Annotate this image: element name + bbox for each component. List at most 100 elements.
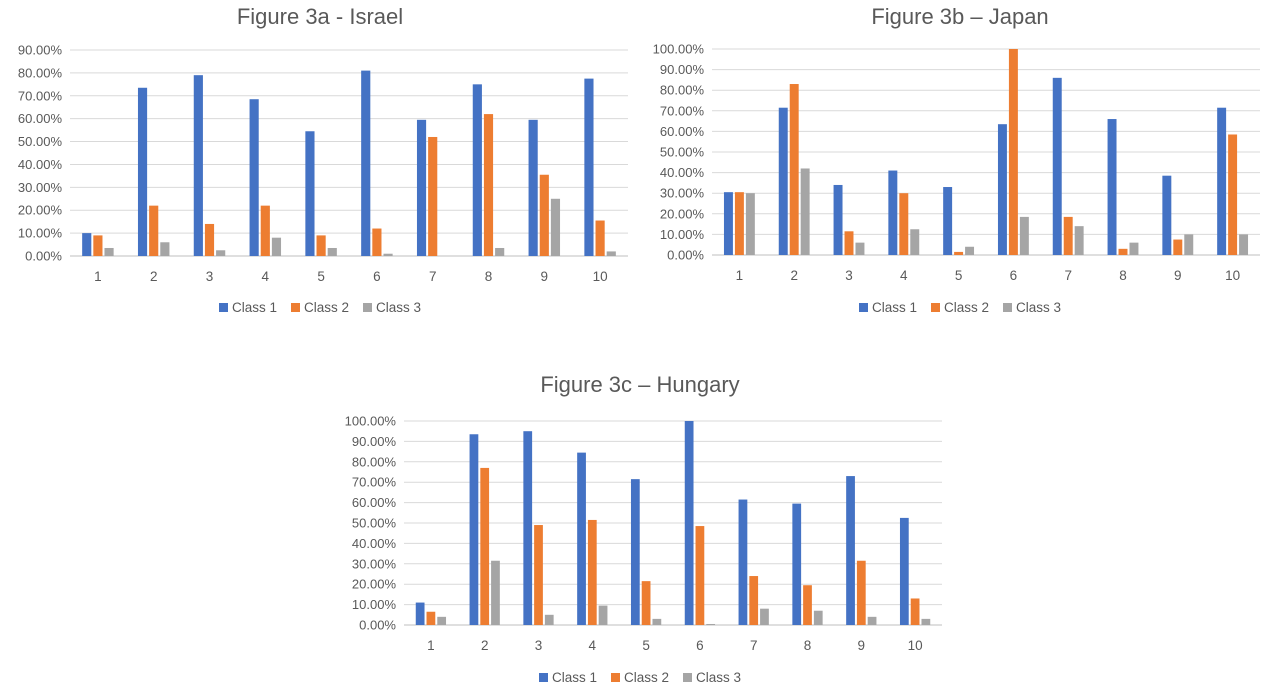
bar-class-3-cat-1 [104, 247, 114, 256]
bar-class-3-cat-10 [606, 251, 616, 256]
bar-class-3-cat-5 [652, 618, 662, 625]
chart-plot: 0.00% 10.00% 20.00% 30.00% 40.00% 50.00% 60.00… [345, 414, 942, 653]
bar-class-1-cat-6 [997, 124, 1007, 255]
y-tick-label: 50.00% [352, 516, 397, 531]
legend-item: Class 1 [538, 670, 597, 685]
chart-plot: 0.00% 10.00% 20.00% 30.00% 40.00% 50.00% 60.00… [653, 42, 1260, 283]
bar-class-1-cat-3 [193, 75, 203, 256]
bar-class-2-cat-5 [954, 251, 964, 255]
bar-class-3-cat-8 [1129, 242, 1139, 255]
legend-swatch [363, 303, 372, 312]
bar-class-3-cat-3 [544, 614, 554, 625]
bar-class-2-cat-4 [260, 205, 270, 256]
bar-class-3-cat-2 [491, 560, 500, 625]
x-tick-label: 9 [541, 269, 549, 284]
chart-title: Figure 3b – Japan [871, 4, 1049, 29]
y-tick-label: 10.00% [660, 227, 705, 242]
bar-class-1-cat-9 [846, 476, 855, 625]
x-tick-label: 5 [317, 269, 325, 284]
bar-class-2-cat-8 [483, 114, 494, 256]
bar-class-1-cat-9 [528, 119, 538, 256]
y-tick-label: 50.00% [660, 145, 705, 160]
bar-class-2-cat-8 [1118, 248, 1128, 255]
bar-class-1-cat-6 [684, 421, 694, 625]
y-tick-label: 0.00% [359, 618, 396, 633]
legend-item: Class 3 [363, 300, 421, 315]
y-tick-label: 30.00% [660, 186, 705, 201]
legend-label: Class 1 [871, 300, 917, 315]
x-tick-label: 8 [804, 638, 812, 653]
x-tick-label: 6 [373, 269, 381, 284]
y-tick-label: 90.00% [18, 43, 63, 58]
bar-class-2-cat-6 [1008, 49, 1018, 255]
bar-class-2-cat-7 [428, 136, 438, 256]
bar-class-1-cat-2 [778, 107, 788, 256]
bar-class-3-cat-7 [1074, 226, 1084, 255]
legend-item: Class 1 [858, 300, 917, 315]
x-tick-label: 10 [1225, 268, 1240, 283]
x-tick-label: 1 [427, 638, 435, 653]
y-tick-label: 0.00% [25, 249, 62, 264]
y-tick-label: 10.00% [18, 226, 63, 241]
y-tick-label: 30.00% [352, 556, 397, 571]
bar-class-2-cat-3 [844, 231, 854, 255]
y-tick-label: 60.00% [352, 495, 397, 510]
x-tick-label: 9 [858, 638, 866, 653]
bar-class-2-cat-1 [93, 235, 103, 256]
bar-class-2-cat-8 [803, 585, 812, 625]
y-tick-label: 20.00% [352, 577, 397, 592]
bar-class-2-cat-7 [749, 576, 759, 625]
bar-class-1-cat-1 [415, 602, 425, 625]
bar-class-3-cat-5 [327, 247, 337, 256]
bar-class-2-cat-10 [595, 220, 605, 256]
y-tick-label: 50.00% [18, 134, 63, 149]
legend-label: Class 1 [551, 670, 597, 685]
bar-class-3-cat-8 [813, 610, 823, 625]
bar-class-1-cat-10 [899, 517, 909, 625]
y-tick-label: 90.00% [660, 62, 705, 77]
x-tick-label: 7 [429, 269, 437, 284]
bar-class-2-cat-10 [910, 598, 920, 625]
bar-class-3-cat-6 [383, 253, 393, 256]
bar-class-1-cat-3 [833, 184, 843, 255]
legend-label: Class 3 [1016, 300, 1062, 315]
y-tick-label: 80.00% [352, 454, 397, 469]
x-tick-label: 9 [1174, 268, 1182, 283]
legend-swatch [1003, 303, 1012, 312]
bar-class-2-cat-5 [316, 235, 326, 256]
y-tick-label: 40.00% [18, 157, 63, 172]
bar-class-3-cat-10 [921, 618, 931, 625]
x-tick-label: 7 [1064, 268, 1072, 283]
bar-class-3-cat-6 [706, 623, 716, 625]
bar-class-1-cat-2 [137, 87, 148, 257]
bar-class-3-cat-3 [216, 250, 226, 256]
bar-class-3-cat-10 [1239, 234, 1249, 255]
bar-class-2-cat-2 [480, 467, 490, 625]
legend-label: Class 3 [696, 670, 742, 685]
y-tick-label: 30.00% [18, 180, 63, 195]
y-tick-label: 80.00% [18, 65, 63, 80]
bar-class-1-cat-4 [888, 170, 898, 255]
legend-swatch [218, 303, 228, 312]
x-tick-label: 5 [642, 638, 650, 653]
bar-class-1-cat-10 [584, 78, 594, 256]
chart-legend: Class 1 Class 2 Class 3 [0, 300, 640, 315]
legend-label: Class 2 [943, 300, 989, 315]
legend-item: Class 2 [610, 670, 669, 685]
x-tick-label: 3 [206, 269, 214, 284]
y-tick-label: 100.00% [653, 42, 705, 57]
x-tick-label: 3 [845, 268, 853, 283]
x-tick-label: 3 [535, 638, 543, 653]
bar-class-1-cat-8 [472, 84, 482, 256]
chart-title: Figure 3a - Israel [236, 4, 404, 29]
legend-item: Class 2 [930, 300, 989, 315]
bar-class-3-cat-9 [550, 198, 561, 256]
chart-plot: 0.00% 10.00% 20.00% 30.00% 40.00% 50.00% 60.00… [18, 43, 628, 284]
bar-class-2-cat-9 [856, 560, 866, 625]
chart-israel: Figure 3a - Israel 0.00% 10.00% 20.00% 30.0… [0, 0, 640, 330]
bar-class-2-cat-3 [204, 223, 215, 256]
bar-class-2-cat-3 [534, 525, 543, 625]
x-tick-label: 2 [790, 268, 798, 283]
x-tick-label: 6 [1010, 268, 1018, 283]
x-tick-label: 7 [750, 638, 758, 653]
